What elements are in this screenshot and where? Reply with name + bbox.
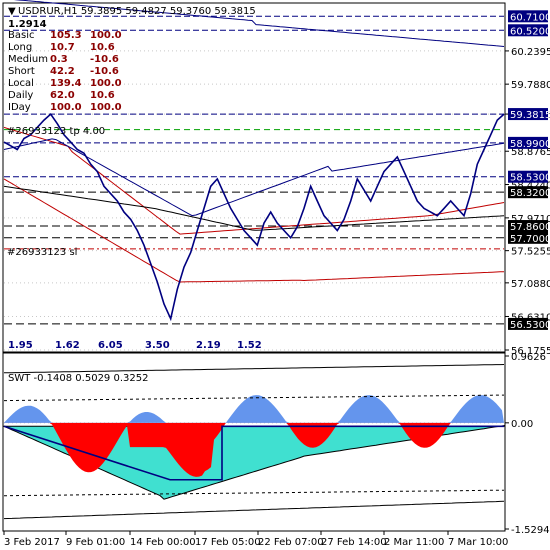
main-chart-layer bbox=[3, 0, 505, 351]
stat-label: Basic bbox=[8, 30, 34, 41]
bottom-value: 1.62 bbox=[55, 340, 80, 351]
stat-value-2: -10.6 bbox=[90, 54, 119, 65]
price-tag-bg bbox=[508, 231, 548, 244]
stat-value-1: 0.3 bbox=[50, 54, 68, 65]
price-tag-label: 58.3200 bbox=[510, 188, 550, 199]
upper-band bbox=[13, 0, 505, 47]
stat-value-1: 10.7 bbox=[50, 42, 75, 53]
price-line bbox=[3, 113, 505, 322]
bottom-value: 2.19 bbox=[196, 340, 221, 351]
y-tick-label: 58.8765 bbox=[511, 147, 550, 158]
black-band bbox=[3, 185, 505, 231]
price-tag-bg bbox=[508, 136, 548, 149]
x-tick-label: 9 Feb 01:00 bbox=[66, 537, 125, 548]
main-chart-frame bbox=[2, 2, 506, 353]
header-value: 1.2914 bbox=[8, 19, 47, 30]
price-tag-label: 56.5300 bbox=[510, 320, 550, 331]
bottom-value: 6.05 bbox=[98, 340, 123, 351]
bottom-value: 3.50 bbox=[145, 340, 170, 351]
price-tag-label: 58.9900 bbox=[510, 139, 550, 150]
x-tick-label: 7 Mar 10:00 bbox=[448, 537, 508, 548]
x-tick-label: 14 Feb 00:00 bbox=[130, 537, 196, 548]
x-tick-label: 22 Feb 07:00 bbox=[258, 537, 324, 548]
stat-value-1: 105.3 bbox=[50, 30, 82, 41]
blue-area bbox=[4, 395, 504, 423]
bottom-value: 1.52 bbox=[237, 340, 262, 351]
price-tag-bg bbox=[508, 317, 548, 330]
price-tag-label: 57.8600 bbox=[510, 222, 550, 233]
price-tag-label: 57.7000 bbox=[510, 234, 550, 245]
sub-y-tick-label: 0.00 bbox=[511, 419, 533, 430]
y-tick-label: 57.5255 bbox=[511, 247, 550, 258]
y-axis-ticks: 60.2395 59.7880 59.3815 58.8765 58.4240 57.97… bbox=[505, 10, 550, 536]
y-tick-label: 59.7880 bbox=[511, 80, 550, 91]
swt-upper-dash bbox=[4, 394, 504, 402]
y-tick-label: 57.0880 bbox=[511, 279, 550, 290]
stat-value-1: 139.4 bbox=[50, 78, 82, 89]
stat-value-2: -10.6 bbox=[90, 66, 119, 77]
stat-value-1: 42.2 bbox=[50, 66, 75, 77]
stat-value-2: 100.0 bbox=[90, 78, 122, 89]
stat-label: Medium bbox=[8, 54, 48, 65]
price-tag-bg bbox=[508, 10, 548, 23]
y-tick-label: 60.2395 bbox=[511, 47, 550, 58]
symbol-caret[interactable]: ▼ bbox=[8, 6, 16, 17]
x-tick-label: 27 Feb 14:00 bbox=[321, 537, 387, 548]
stat-value-2: 10.6 bbox=[90, 42, 115, 53]
swt-indicator-layer bbox=[3, 364, 505, 520]
price-tag-bg bbox=[508, 220, 548, 233]
stat-value-2: 100.0 bbox=[90, 30, 122, 41]
swt-lower-dash bbox=[4, 489, 504, 497]
y-tick-label: 56.1755 bbox=[511, 346, 550, 357]
navy-band bbox=[3, 138, 505, 217]
swt-title: SWT -0.1408 0.5029 0.3252 bbox=[8, 373, 148, 384]
price-tag-label: 60.7100 bbox=[510, 12, 550, 23]
price-tag-label: 60.5200 bbox=[510, 26, 550, 37]
stat-label: IDay bbox=[8, 102, 31, 113]
bottom-value: 1.95 bbox=[8, 340, 33, 351]
price-tag-bg bbox=[508, 170, 548, 183]
stat-value-1: 62.0 bbox=[50, 90, 75, 101]
stat-label: Long bbox=[8, 42, 32, 53]
stat-label: Local bbox=[8, 78, 34, 89]
symbol-title: USDRUR,H1 59.3895 59.4827 59.3760 59.381… bbox=[18, 6, 256, 17]
price-tag-label: 59.3815 bbox=[510, 110, 550, 121]
navy-step-line bbox=[3, 425, 504, 481]
price-tag-label: 58.5300 bbox=[510, 173, 550, 184]
sub-y-tick-label: -1.5294 bbox=[511, 525, 550, 536]
y-tick-label: 57.9710 bbox=[511, 214, 550, 225]
stat-value-2: 100.0 bbox=[90, 102, 122, 113]
x-axis-ticks: 3 Feb 2017 9 Feb 01:00 14 Feb 00:00 17 Feb … bbox=[3, 531, 508, 548]
stat-label: Short bbox=[8, 66, 35, 77]
price-tag-bg bbox=[508, 24, 548, 37]
red-average bbox=[3, 126, 505, 235]
x-tick-label: 17 Feb 05:00 bbox=[195, 537, 261, 548]
price-tag-bg bbox=[508, 186, 548, 199]
red-lower bbox=[3, 178, 505, 283]
stat-value-1: 100.0 bbox=[50, 102, 82, 113]
swt-lower bbox=[3, 500, 505, 520]
x-tick-label: 3 Feb 2017 bbox=[4, 537, 60, 548]
sub-y-tick-label: 0.9626 bbox=[511, 352, 546, 363]
swt-upper bbox=[4, 364, 505, 374]
y-tick-label: 58.4240 bbox=[511, 181, 550, 192]
stat-value-2: 10.6 bbox=[90, 90, 115, 101]
tp-annotation: #26933123 tp 4.00 bbox=[7, 126, 105, 137]
x-tick-label: 2 Mar 11:00 bbox=[384, 537, 444, 548]
red-area bbox=[4, 422, 504, 477]
sl-annotation: #26933123 sl bbox=[7, 247, 77, 258]
stat-label: Daily bbox=[8, 90, 33, 101]
price-tag-bg bbox=[508, 108, 548, 121]
stats-panel: Basic 105.3 100.0 Long 10.7 10.6 Medium 0.3 -10.… bbox=[8, 30, 122, 113]
bottom-values: 1.95 1.62 6.05 3.50 2.19 1.52 bbox=[8, 340, 262, 351]
